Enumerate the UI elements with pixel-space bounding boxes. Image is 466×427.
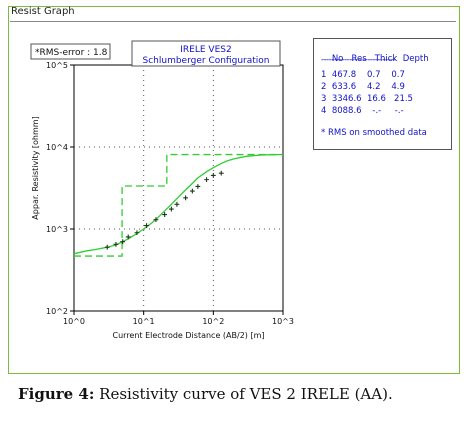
data-point-7 (162, 212, 168, 217)
data-point-15 (218, 170, 224, 176)
layer-row-3: 3 3346.6 16.6 21.5 (321, 94, 413, 104)
layer-model-line (74, 153, 283, 257)
layer-table-separator: ----------------------------- (321, 55, 396, 65)
data-point-12 (195, 184, 201, 189)
layer-row-4: 4 8088.6 -.- -.- (321, 106, 404, 116)
data-point-0 (104, 244, 110, 250)
layer-table: No Res Thick Depth ---------------------… (313, 38, 452, 150)
plot-area (73, 64, 284, 312)
resistivity-chart: 10^0 10^1 10^2 10^3 10^2 10^3 10^4 10^5 Current … (30, 40, 294, 340)
x-tick-label-2: 10^2 (202, 317, 224, 326)
y-tick-label-2: 10^4 (46, 143, 68, 152)
data-point-8 (168, 206, 174, 212)
rms-value: 1.8 (93, 48, 108, 58)
data-point-4 (134, 230, 140, 236)
data-point-1 (113, 241, 119, 247)
data-point-9 (174, 201, 180, 207)
header-res: Res (351, 54, 367, 64)
header-thick: Thick (374, 54, 398, 64)
window-title: Resist Graph (11, 6, 75, 17)
layer-row-2: 2 633.6 4.2 4.9 (321, 82, 405, 92)
header-no: No (331, 54, 344, 64)
rms-label: *RMS-error : (35, 48, 90, 58)
data-point-2 (120, 239, 126, 245)
x-tick-label-1: 10^1 (133, 317, 155, 326)
caption-label: Figure 4: (18, 385, 95, 403)
y-tick-label-3: 10^5 (46, 61, 68, 70)
y-tick-label-1: 10^3 (46, 225, 68, 234)
layer-row-1: 1 467.8 0.7 0.7 (321, 70, 405, 80)
data-point-10 (183, 195, 189, 201)
title-box (131, 40, 281, 67)
data-point-3 (125, 234, 131, 240)
header-depth: Depth (402, 54, 429, 64)
layer-table-header: No Res Thick Depth (321, 44, 429, 74)
chart-subtitle: Schlumberger Configuration (143, 56, 270, 66)
data-point-6 (153, 217, 159, 223)
y-axis-label: Appar. Resistivity [ohmm] (31, 116, 40, 219)
chart-title: IRELE VES2 (180, 45, 231, 55)
x-tick-label-0: 10^0 (63, 317, 85, 326)
rms-note: * RMS on smoothed data (321, 128, 427, 138)
x-axis-label: Current Electrode Distance (AB/2) [m] (113, 331, 265, 340)
y-tick-label-0: 10^2 (46, 307, 68, 316)
caption-text: Resistivity curve of VES 2 IRELE (AA). (94, 385, 393, 403)
rms-box (30, 43, 111, 60)
data-point-11 (189, 188, 195, 194)
data-point-14 (210, 173, 216, 178)
data-point-5 (144, 223, 149, 229)
title-separator (10, 21, 456, 22)
figure-caption: Figure 4: Resistivity curve of VES 2 IRE… (18, 385, 393, 403)
data-point-13 (204, 177, 209, 183)
x-tick-label-3: 10^3 (272, 317, 294, 326)
